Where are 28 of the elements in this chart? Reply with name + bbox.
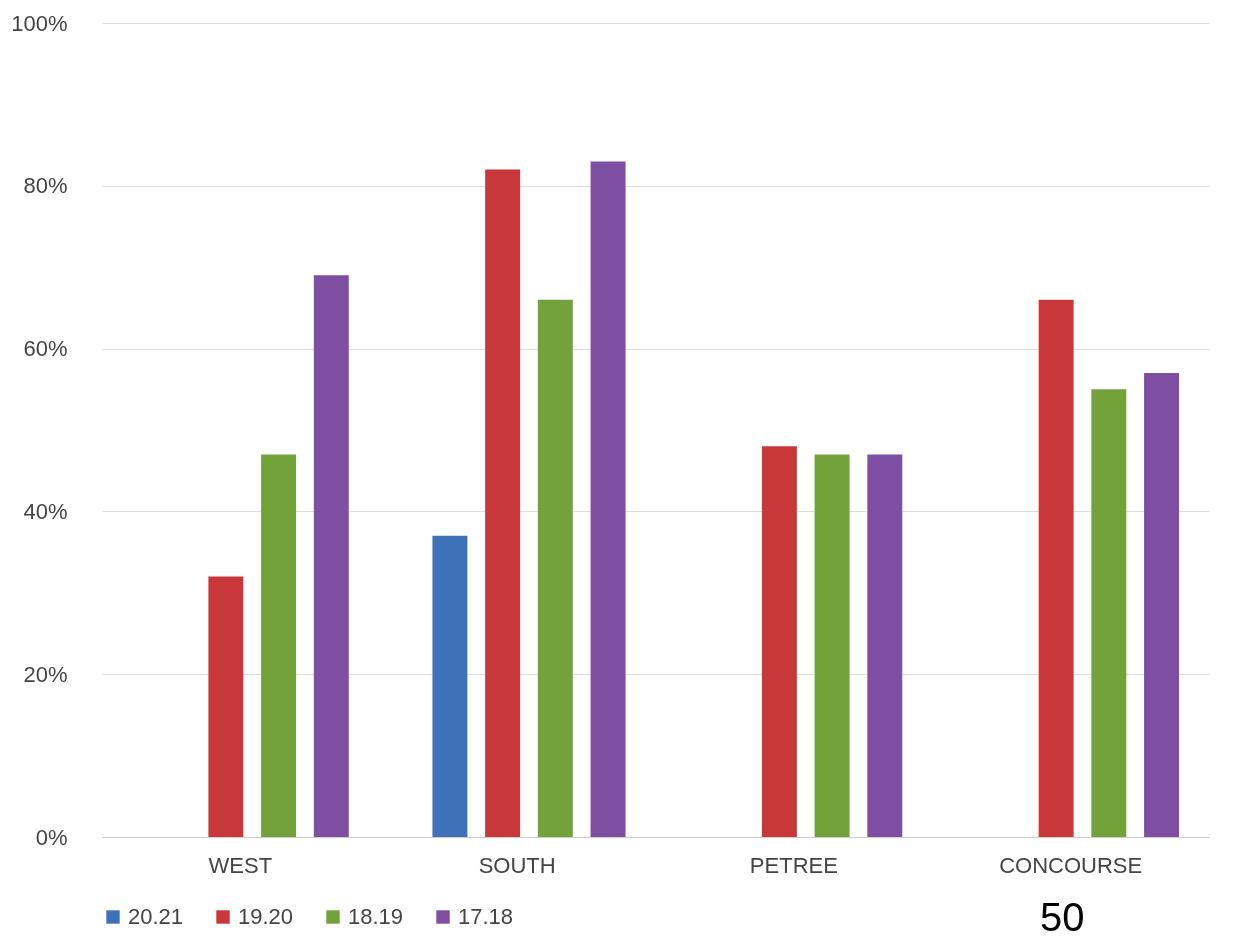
y-tick-label: 60%	[23, 336, 68, 362]
x-tick-label: WEST	[208, 852, 273, 878]
x-tick-label: CONCOURSE	[999, 852, 1143, 878]
bar	[761, 446, 797, 837]
bar	[1144, 373, 1180, 837]
x-tick-label: PETREE	[749, 852, 838, 878]
bar	[208, 576, 244, 837]
y-tick-label: 20%	[23, 661, 68, 687]
legend-label: 17.18	[458, 904, 514, 929]
bar	[537, 299, 573, 837]
bar	[1091, 389, 1127, 837]
legend-label: 19.20	[238, 904, 294, 929]
bar	[485, 169, 521, 837]
y-tick-label: 0%	[35, 824, 68, 850]
y-tick-label: 40%	[23, 498, 68, 524]
legend-label: 20.21	[128, 904, 184, 929]
bar	[261, 454, 297, 837]
bar	[1038, 299, 1074, 837]
bar	[432, 535, 468, 837]
legend-label: 18.19	[348, 904, 404, 929]
x-tick-label: SOUTH	[478, 852, 556, 878]
y-tick-label: 100%	[11, 10, 68, 36]
bar	[867, 454, 903, 837]
text: 50	[1040, 895, 1085, 940]
bar	[313, 275, 349, 837]
bar	[590, 161, 626, 837]
y-tick-label: 80%	[23, 173, 68, 199]
bar	[814, 454, 850, 837]
